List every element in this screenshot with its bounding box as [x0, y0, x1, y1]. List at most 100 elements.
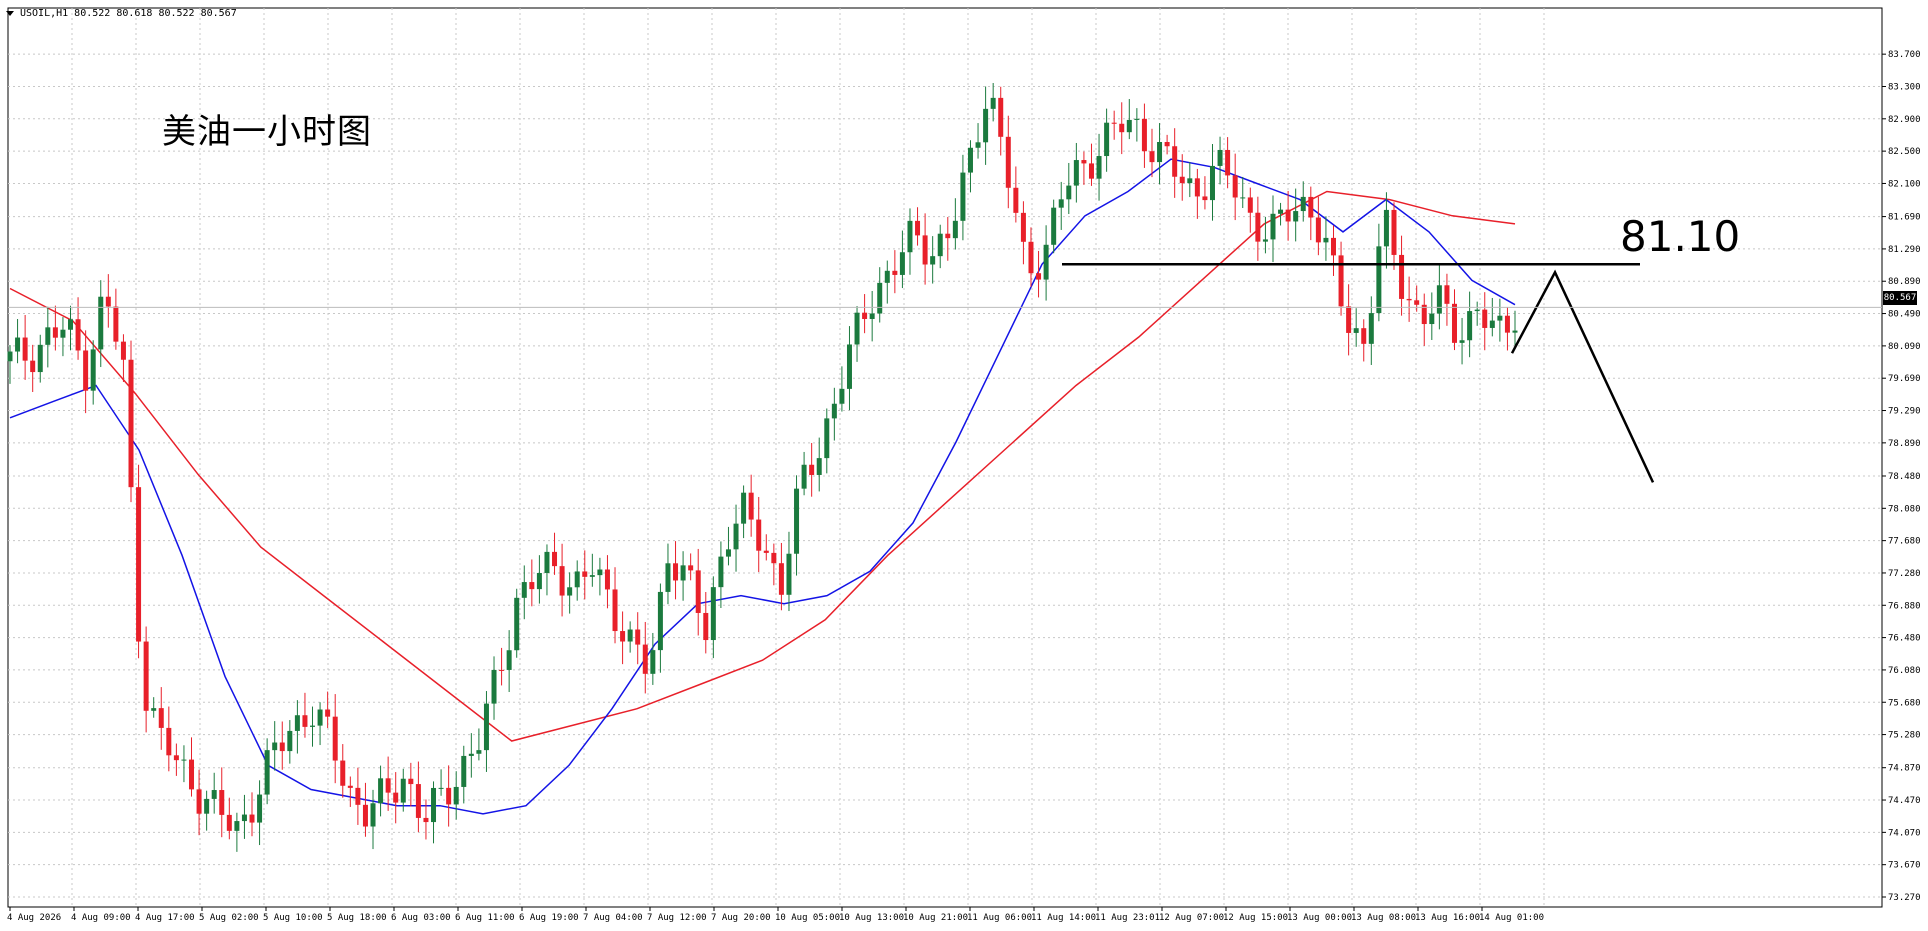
- plot-border: [7, 7, 1883, 908]
- candle-body: [347, 785, 353, 788]
- y-tick-label: 78.480: [1888, 472, 1921, 482]
- candle-body: [778, 563, 784, 595]
- candle-body: [1187, 178, 1193, 184]
- y-tick-label: 82.100: [1888, 179, 1921, 189]
- candle-body: [431, 787, 437, 823]
- candle-body: [930, 256, 936, 265]
- candle-body: [892, 270, 898, 275]
- candle-body: [408, 778, 414, 785]
- candle-body: [544, 551, 550, 573]
- candle-body: [1285, 209, 1291, 222]
- candle-body: [657, 591, 663, 651]
- candle-body: [650, 650, 656, 674]
- candle-body: [52, 327, 58, 338]
- x-tick-label: 7 Aug 12:00: [647, 913, 707, 923]
- candle-body: [665, 563, 671, 592]
- ma-fast-path: [9, 158, 1516, 815]
- candle-body: [688, 565, 694, 571]
- candle-body: [158, 708, 164, 728]
- candle-body: [461, 755, 467, 787]
- candle-body: [1157, 142, 1163, 163]
- candle-body: [166, 727, 172, 756]
- candle-body: [1315, 217, 1321, 243]
- ma-slow-line: [9, 190, 1516, 742]
- candle-body: [862, 312, 868, 319]
- candle-body: [1346, 306, 1352, 333]
- candle-body: [854, 312, 860, 345]
- candle-body: [1088, 163, 1094, 179]
- current-price-tag: 80.567: [1883, 291, 1917, 305]
- candle-body: [1209, 165, 1215, 201]
- candle-body: [794, 488, 800, 554]
- candle-body: [521, 582, 527, 598]
- candle-body: [756, 519, 762, 551]
- price-axis: 83.700 83.300 82.900 82.500 82.100 81.690 81.2…: [1882, 50, 1921, 903]
- candle-body: [1489, 320, 1495, 328]
- candle-body: [612, 589, 618, 632]
- candle-body: [1323, 237, 1329, 243]
- y-tick-label: 76.480: [1888, 634, 1921, 644]
- x-tick-label: 6 Aug 19:00: [519, 913, 579, 923]
- x-tick-label: 10 Aug 05:00: [775, 913, 840, 923]
- candle-body: [877, 282, 883, 314]
- candle-body: [922, 235, 928, 265]
- candle-body: [1058, 199, 1064, 208]
- candle-body: [173, 755, 179, 761]
- candle-body: [604, 569, 610, 590]
- candle-body: [257, 794, 263, 823]
- candle-body: [952, 220, 958, 239]
- x-tick-label: 5 Aug 10:00: [263, 913, 323, 923]
- candle-body: [128, 359, 134, 488]
- candle-body: [1338, 255, 1344, 307]
- candle-body: [151, 708, 157, 711]
- candle-body: [506, 650, 512, 670]
- candle-body: [143, 641, 149, 711]
- candle-body: [1096, 156, 1102, 179]
- candle-body: [869, 313, 875, 319]
- candle-body: [1421, 304, 1427, 325]
- candle-body: [499, 669, 505, 671]
- candle-body: [211, 790, 217, 799]
- candle-body: [839, 388, 845, 404]
- candle-body: [620, 631, 626, 642]
- chevron-down-icon[interactable]: [6, 11, 14, 16]
- ma-fast-line: [9, 158, 1516, 815]
- candle-body: [385, 778, 391, 793]
- candle-body: [771, 552, 777, 564]
- x-tick-label: 12 Aug 15:00: [1223, 913, 1288, 923]
- candle-body: [642, 644, 648, 674]
- candle-body: [635, 629, 641, 645]
- x-tick-label: 4 Aug 17:00: [135, 913, 195, 923]
- candle-body: [1504, 315, 1510, 333]
- x-tick-label: 11 Aug 23:01: [1095, 913, 1160, 923]
- candle-body: [378, 778, 384, 804]
- candle-body: [1051, 207, 1057, 245]
- candle-body: [695, 570, 701, 613]
- candle-body: [809, 464, 815, 475]
- candle-body: [37, 344, 43, 373]
- candle-body: [1240, 197, 1246, 199]
- x-tick-label: 6 Aug 03:00: [391, 913, 451, 923]
- candle-body: [967, 147, 973, 173]
- candle-body: [763, 550, 769, 553]
- candle-body: [1376, 246, 1382, 314]
- candle-body: [1104, 122, 1110, 157]
- candle-body: [1172, 146, 1178, 177]
- candle-body: [1149, 151, 1155, 163]
- candle-body: [1164, 142, 1170, 147]
- candle-body: [196, 789, 202, 814]
- candle-body: [1217, 149, 1223, 166]
- candle-body: [294, 715, 300, 731]
- candle-body: [15, 337, 21, 352]
- x-tick-label: 4 Aug 09:00: [71, 913, 131, 923]
- candle-body: [1179, 176, 1185, 184]
- y-tick-label: 81.690: [1888, 213, 1921, 223]
- candle-body: [468, 753, 474, 756]
- candle-body: [30, 360, 36, 373]
- x-tick-label: 10 Aug 21:00: [903, 913, 968, 923]
- candle-body: [831, 403, 837, 419]
- x-tick-label: 5 Aug 18:00: [327, 913, 387, 923]
- candle-body: [1134, 118, 1140, 120]
